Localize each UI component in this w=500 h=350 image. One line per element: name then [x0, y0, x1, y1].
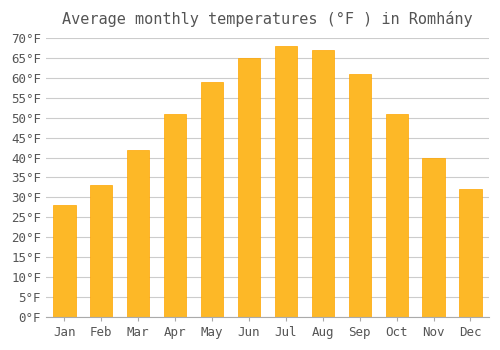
Bar — [238, 58, 260, 317]
Bar — [275, 46, 297, 317]
Bar — [54, 205, 76, 317]
Bar — [201, 82, 223, 317]
Bar — [460, 189, 481, 317]
Bar — [348, 74, 371, 317]
Bar — [164, 114, 186, 317]
Bar — [386, 114, 407, 317]
Bar — [90, 186, 112, 317]
Bar — [422, 158, 444, 317]
Bar — [312, 50, 334, 317]
Title: Average monthly temperatures (°F ) in Romhány: Average monthly temperatures (°F ) in Ro… — [62, 11, 472, 27]
Bar — [127, 149, 150, 317]
